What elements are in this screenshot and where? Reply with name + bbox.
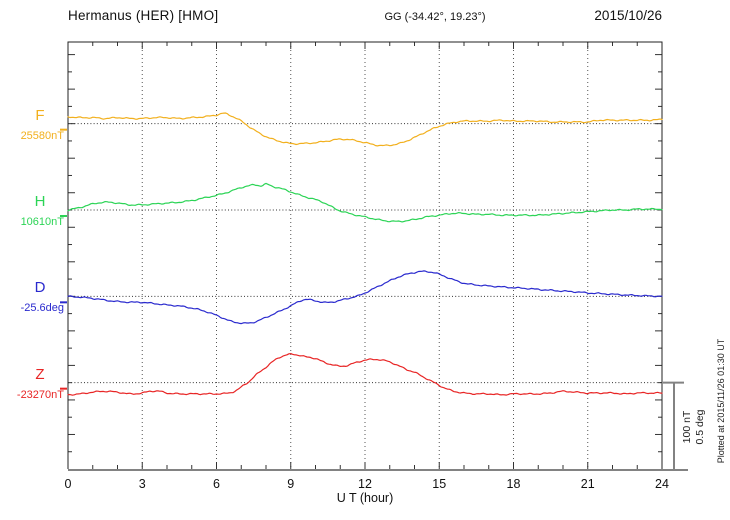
x-tick-label: 9 [287,477,294,491]
channel-base-value-F: 25580nT [20,129,64,142]
x-tick-label: 0 [65,477,72,491]
channel-base-value-Z: -23270nT [16,388,64,401]
channel-label-H: H 10610nT [0,194,64,229]
trace-F [67,112,663,147]
trace-Z [67,353,663,396]
x-tick-label: 15 [432,477,446,491]
station-title: Hermanus (HER) [HMO] [68,8,219,23]
channel-label-Z: Z -23270nT [0,365,64,402]
x-tick-label: 6 [213,477,220,491]
x-tick-label: 18 [507,477,521,491]
observation-date: 2015/10/26 [594,8,662,23]
x-tick-label: 24 [655,477,669,491]
x-tick-label: 3 [139,477,146,491]
plotted-timestamp-note: Plotted at 2015/11/26 01:30 UT [716,338,726,464]
channel-letter-H: H [34,193,46,210]
trace-H [67,182,663,223]
channel-letter-Z: Z [35,365,45,383]
x-tick-label: 21 [581,477,595,491]
x-axis-label: U T (hour) [336,491,394,505]
scale-bar-label-nt: 100 nT [681,410,693,444]
x-tick-label: 12 [358,477,372,491]
channel-letter-F: F [35,106,45,124]
geographic-coordinates: GG (-34.42°, 19.23°) [384,11,486,23]
trace-D [67,270,663,325]
scale-bar-label: 100 nT 0.5 deg [681,385,707,469]
plot-frame [67,41,663,469]
channel-label-F: F 25580nT [0,106,64,143]
scale-bar-label-deg: 0.5 deg [693,409,706,445]
channel-letter-D: D [34,279,46,297]
channel-base-value-H: 10610nT [20,216,64,228]
channel-label-D: D -25.6deg [0,280,64,315]
channel-base-value-D: -25.6deg [20,302,64,315]
